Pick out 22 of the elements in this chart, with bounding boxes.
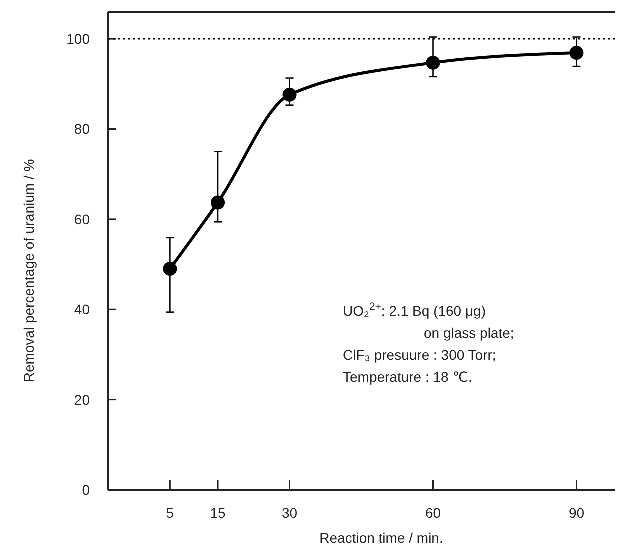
- x-tick-label: 15: [210, 505, 226, 521]
- point: [163, 262, 178, 276]
- annotation: UO₂$^{2+}$: 2.1 Bq (160 μg): [343, 301, 486, 319]
- x-tick-label: 30: [282, 505, 298, 521]
- y-tick-label: 80: [74, 121, 90, 138]
- y-tick-label: 60: [74, 211, 90, 228]
- annotation: Temperature : 18 ℃.: [343, 369, 472, 385]
- y-tick-label: 40: [74, 302, 90, 318]
- point: [570, 46, 584, 60]
- x-tick-label: 60: [425, 505, 442, 521]
- point: [211, 196, 226, 210]
- x-tick-label: 90: [568, 505, 585, 521]
- point: [426, 56, 440, 70]
- y-axis-title: Removal percentage of uranium / %: [21, 159, 37, 383]
- x-axis-title: Reaction time / min.: [320, 530, 444, 546]
- annotation: ClF₃ presuure : 300 Torr;: [343, 347, 496, 363]
- x-tick-label: 5: [166, 505, 174, 521]
- point: [282, 88, 297, 102]
- y-tick-label: 20: [74, 392, 90, 408]
- y-tick-label: 0: [82, 482, 90, 498]
- y-tick-label: 100: [66, 31, 90, 48]
- annotation: on glass plate;: [424, 325, 514, 341]
